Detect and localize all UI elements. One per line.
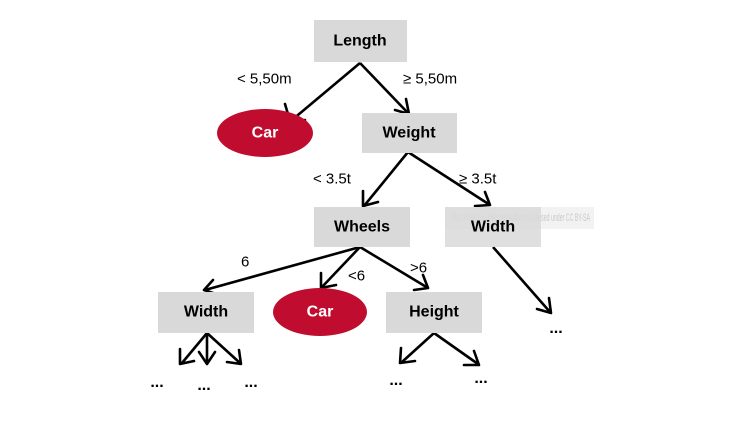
arrowhead-weight-to-wheels [361, 189, 380, 208]
edge-wheels-to-height [359, 245, 429, 290]
continuation-width-left-3: ... [244, 374, 257, 391]
edge-label-wheels-lt: <6 [348, 268, 365, 285]
edge-label-length-ge: ≥ 5,50m [403, 71, 457, 88]
edge-weight-to-width [407, 150, 491, 207]
arrowhead-width-left-child-3 [225, 348, 243, 366]
edge-width-left-child-1 [181, 332, 208, 364]
node-width-left: Width [158, 292, 254, 333]
arrowhead-width-left-child-2 [197, 350, 217, 366]
edge-height-child-2 [433, 331, 479, 366]
node-width-right-label: Width [471, 219, 515, 236]
edge-height-child-1 [401, 332, 435, 363]
continuation-width-left-1: ... [150, 374, 163, 391]
leaf-car-middle-label: Car [307, 304, 334, 321]
node-weight-label: Weight [382, 125, 436, 142]
arrowhead-width-left-child-1 [178, 347, 196, 366]
continuation-height-2: ... [474, 370, 487, 387]
edge-label-weight-lt: < 3.5t [313, 171, 352, 188]
node-width-left-label: Width [184, 304, 228, 321]
continuation-height-1: ... [389, 372, 402, 389]
node-weight: Weight [362, 113, 457, 153]
edge-label-wheels-eq: 6 [241, 254, 249, 271]
node-length-label: Length [333, 33, 386, 50]
arrowhead-weight-to-width [473, 190, 492, 208]
leaf-car-left: Car [217, 109, 313, 157]
arrowhead-height-child-1 [398, 346, 417, 365]
arrowhead-wheels-to-height [412, 273, 430, 292]
edge-label-length-lt: < 5,50m [237, 71, 292, 88]
edge-width-left-child-3 [206, 332, 241, 364]
edge-weight-to-wheels [362, 151, 410, 207]
edge-wheels-to-car [321, 246, 361, 288]
node-length: Length [314, 20, 407, 62]
arrowhead-height-child-2 [462, 349, 481, 367]
edge-width-right-continuation [492, 246, 551, 313]
node-width-right: This Photo by Unknown Author is licensed… [445, 207, 594, 247]
arrowhead-wheels-to-car [319, 271, 338, 290]
node-wheels: Wheels [314, 207, 410, 247]
edge-length-to-car [291, 62, 361, 121]
node-height-label: Height [409, 304, 459, 321]
edge-label-wheels-gt: >6 [410, 260, 427, 277]
edge-label-weight-ge: ≥ 3.5t [459, 171, 497, 188]
leaf-car-left-label: Car [252, 125, 279, 142]
continuation-width-left-2: ... [197, 377, 210, 394]
leaf-car-middle: Car [273, 288, 367, 336]
arrowhead-width-right-continuation [535, 296, 553, 315]
edge-length-to-weight [359, 62, 409, 114]
edge-wheels-to-width [204, 245, 361, 292]
node-wheels-label: Wheels [334, 219, 390, 236]
continuation-width-right: ... [549, 320, 562, 337]
node-height: Height [386, 292, 482, 333]
